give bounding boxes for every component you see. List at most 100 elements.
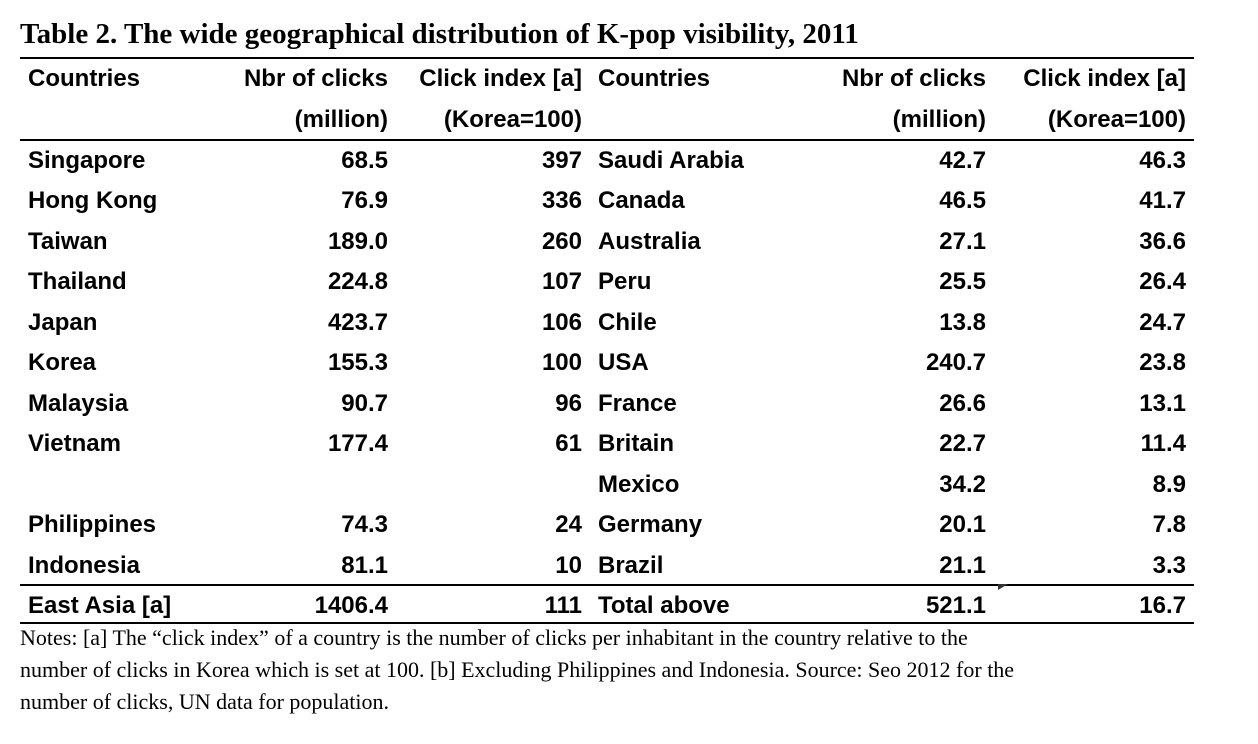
index-right: 23.8: [1139, 349, 1186, 377]
country-right: Peru: [598, 268, 652, 296]
index-right: 7.8: [1152, 511, 1186, 539]
total-clicks-left: 1406.4: [314, 592, 388, 620]
clicks-left: 224.8: [327, 268, 388, 296]
index-left: [396, 465, 590, 506]
col-header-index-left: Click index [a]: [419, 65, 582, 93]
total-index-right: 16.7: [1139, 592, 1186, 620]
clicks-right: 34.2: [939, 470, 986, 498]
country-left: Philippines: [28, 511, 157, 539]
index-left: 100: [541, 349, 582, 377]
country-right: Mexico: [598, 470, 680, 498]
clicks-right: 21.1: [939, 551, 986, 579]
table-totals: East Asia [a] 1406.4 111 Total above 521…: [20, 586, 1194, 627]
top-rule: [20, 57, 1194, 59]
col-header-blank: [20, 100, 220, 141]
clicks-right: 42.7: [939, 146, 986, 174]
clicks-left: 81.1: [341, 551, 388, 579]
clicks-left: 68.5: [341, 146, 388, 174]
country-left: Thailand: [28, 268, 127, 296]
index-right: 8.9: [1152, 470, 1186, 498]
country-left: Taiwan: [28, 227, 108, 255]
country-right: France: [598, 389, 677, 417]
comment-marker: [998, 584, 1008, 590]
index-left: 397: [541, 146, 582, 174]
country-right: Brazil: [598, 551, 664, 579]
index-left: 106: [541, 308, 582, 336]
index-right: 36.6: [1139, 227, 1186, 255]
index-right: 46.3: [1139, 146, 1186, 174]
clicks-left: [220, 465, 396, 506]
table-row: Indonesia 81.1 10 Brazil 21.1 3.3: [20, 546, 1194, 587]
country-left: Korea: [28, 349, 97, 377]
index-right: 13.1: [1139, 389, 1186, 417]
col-header-index-right: Click index [a]: [1023, 65, 1186, 93]
country-left: Hong Kong: [28, 187, 158, 215]
clicks-right: 240.7: [925, 349, 986, 377]
table-row: Thailand 224.8 107 Peru 25.5 26.4: [20, 262, 1194, 303]
col-header-clicks-left: Nbr of clicks: [243, 65, 388, 93]
table-row: Taiwan 189.0 260 Australia 27.1 36.6: [20, 222, 1194, 263]
kpop-table: Countries Nbr of clicks Click index [a] …: [20, 59, 1194, 627]
bottom-rule: [20, 622, 1194, 624]
table-row: Japan 423.7 106 Chile 13.8 24.7: [20, 303, 1194, 344]
table-header: Countries Nbr of clicks Click index [a] …: [20, 59, 1194, 141]
totals-row: East Asia [a] 1406.4 111 Total above 521…: [20, 586, 1194, 627]
total-rule: [20, 584, 1194, 586]
country-right: Germany: [598, 511, 703, 539]
table-row: Mexico 34.2 8.9: [20, 465, 1194, 506]
country-left: [20, 465, 220, 506]
header-rule: [20, 139, 1194, 141]
table-row: Hong Kong 76.9 336 Canada 46.5 41.7: [20, 181, 1194, 222]
table-row: Malaysia 90.7 96 France 26.6 13.1: [20, 384, 1194, 425]
clicks-right: 26.6: [939, 389, 986, 417]
country-right: Canada: [598, 187, 685, 215]
clicks-left: 177.4: [327, 430, 388, 458]
index-left: 24: [555, 511, 582, 539]
country-right: Australia: [598, 227, 701, 255]
clicks-right: 13.8: [939, 308, 986, 336]
table-title: Table 2. The wide geographical distribut…: [20, 18, 859, 50]
country-right: Chile: [598, 308, 657, 336]
clicks-left: 189.0: [327, 227, 388, 255]
country-left: Malaysia: [28, 389, 129, 417]
table-notes: Notes: [a] The “click index” of a countr…: [20, 622, 1250, 718]
index-left: 96: [555, 389, 582, 417]
total-index-left: 111: [544, 592, 582, 620]
country-left: Singapore: [28, 146, 146, 174]
notes-line: number of clicks, UN data for population…: [20, 689, 390, 714]
clicks-left: 423.7: [327, 308, 388, 336]
clicks-left: 76.9: [341, 187, 388, 215]
clicks-left: 74.3: [341, 511, 388, 539]
country-left: Japan: [28, 308, 98, 336]
index-right: 3.3: [1152, 551, 1186, 579]
notes-line: number of clicks in Korea which is set a…: [20, 657, 1015, 682]
col-header-countries-right: Countries: [598, 65, 711, 93]
clicks-right: 27.1: [939, 227, 986, 255]
col-header-clicks-right: Nbr of clicks: [841, 65, 986, 93]
col-header-countries-left: Countries: [28, 65, 141, 93]
col-header-clicks-unit-left: (million): [294, 106, 388, 133]
index-left: 107: [541, 268, 582, 296]
country-right: Saudi Arabia: [598, 146, 744, 174]
table-body: Singapore 68.5 397 Saudi Arabia 42.7 46.…: [20, 141, 1194, 587]
country-left: Vietnam: [28, 430, 121, 458]
col-header-index-base-left: (Korea=100): [443, 106, 582, 133]
table-row: Singapore 68.5 397 Saudi Arabia 42.7 46.…: [20, 141, 1194, 182]
country-right: USA: [598, 349, 649, 377]
index-right: 24.7: [1139, 308, 1186, 336]
notes-line: Notes: [a] The “click index” of a countr…: [20, 625, 968, 650]
clicks-left: 90.7: [341, 389, 388, 417]
table-row: Vietnam 177.4 61 Britain 22.7 11.4: [20, 424, 1194, 465]
total-clicks-right: 521.1: [925, 592, 986, 620]
clicks-right: 22.7: [939, 430, 986, 458]
index-left: 61: [555, 430, 582, 458]
col-header-blank: [590, 100, 800, 141]
index-left: 260: [541, 227, 582, 255]
country-right: Britain: [598, 430, 675, 458]
country-left: Indonesia: [28, 551, 141, 579]
table-row: Philippines 74.3 24 Germany 20.1 7.8: [20, 505, 1194, 546]
clicks-right: 20.1: [939, 511, 986, 539]
clicks-right: 25.5: [939, 268, 986, 296]
index-right: 41.7: [1139, 187, 1186, 215]
index-right: 26.4: [1139, 268, 1186, 296]
